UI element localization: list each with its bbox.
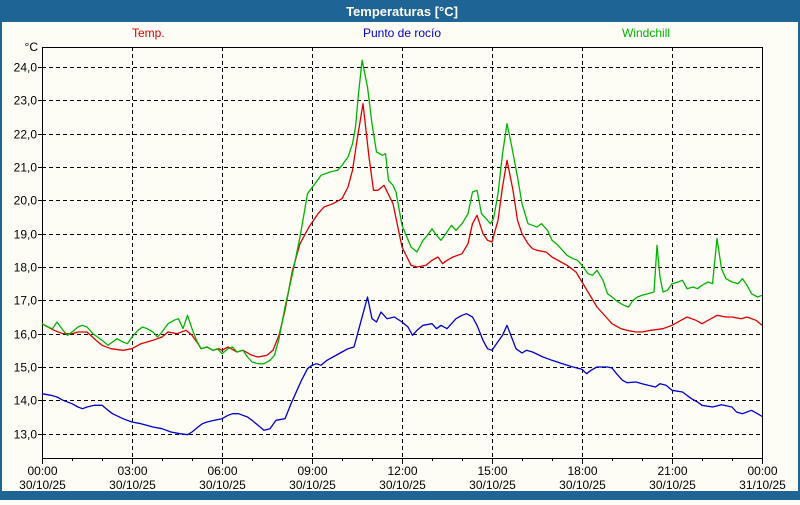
x-tick-time-label: 09:00 bbox=[297, 464, 327, 478]
x-tick-time-label: 00:00 bbox=[747, 464, 777, 478]
x-tick-date-label: 30/10/25 bbox=[469, 478, 516, 492]
x-tick-time-label: 15:00 bbox=[477, 464, 507, 478]
x-tick-date-label: 31/10/25 bbox=[739, 478, 786, 492]
x-tick-date-label: 30/10/25 bbox=[649, 478, 696, 492]
page-title: Temperaturas [°C] bbox=[346, 3, 458, 19]
series-line-temp- bbox=[41, 103, 763, 358]
y-tick-label: 14,0 bbox=[14, 394, 38, 408]
chart-legend: Temp. Punto de rocío Windchill bbox=[2, 26, 800, 42]
tick-marks bbox=[38, 67, 763, 464]
y-tick-label: 24,0 bbox=[14, 61, 38, 75]
legend-windchill-label: Windchill bbox=[622, 26, 671, 40]
x-tick-time-label: 00:00 bbox=[27, 464, 57, 478]
axis-labels: 24,0 23,0 22,0 21,0 20,0 19,0 18,0 17,0 16,0 15,0… bbox=[14, 40, 787, 492]
x-tick-date-label: 30/10/25 bbox=[559, 478, 606, 492]
y-tick-label: 18,0 bbox=[14, 261, 38, 275]
x-tick-time-label: 06:00 bbox=[207, 464, 237, 478]
x-tick-date-label: 30/10/25 bbox=[379, 478, 426, 492]
series-line-punto-de-roc-o bbox=[41, 296, 763, 436]
series-lines bbox=[41, 59, 763, 436]
series-line-windchill bbox=[41, 59, 763, 365]
y-tick-label: 23,0 bbox=[14, 94, 38, 108]
x-tick-time-label: 21:00 bbox=[657, 464, 687, 478]
legend-dewpoint-label: Punto de rocío bbox=[362, 26, 442, 40]
y-tick-label: 13,0 bbox=[14, 428, 38, 442]
y-tick-label: 20,0 bbox=[14, 194, 38, 208]
y-tick-label: 15,0 bbox=[14, 361, 38, 375]
x-tick-time-label: 18:00 bbox=[567, 464, 597, 478]
x-tick-time-label: 12:00 bbox=[387, 464, 417, 478]
gridlines bbox=[42, 47, 762, 458]
x-tick-date-label: 30/10/25 bbox=[19, 478, 66, 492]
x-tick-date-label: 30/10/25 bbox=[289, 478, 336, 492]
y-tick-label: 21,0 bbox=[14, 161, 38, 175]
y-tick-label: 17,0 bbox=[14, 294, 38, 308]
y-tick-label: 19,0 bbox=[14, 228, 38, 242]
footer-bar bbox=[2, 491, 800, 500]
y-axis-unit-label: °C bbox=[25, 40, 39, 54]
x-tick-time-label: 03:00 bbox=[117, 464, 147, 478]
legend-temp-label: Temp. bbox=[132, 26, 165, 40]
x-tick-date-label: 30/10/25 bbox=[109, 478, 156, 492]
y-tick-label: 22,0 bbox=[14, 128, 38, 142]
title-bar: Temperaturas [°C] bbox=[2, 0, 800, 22]
x-tick-date-label: 30/10/25 bbox=[199, 478, 246, 492]
y-tick-label: 16,0 bbox=[14, 328, 38, 342]
